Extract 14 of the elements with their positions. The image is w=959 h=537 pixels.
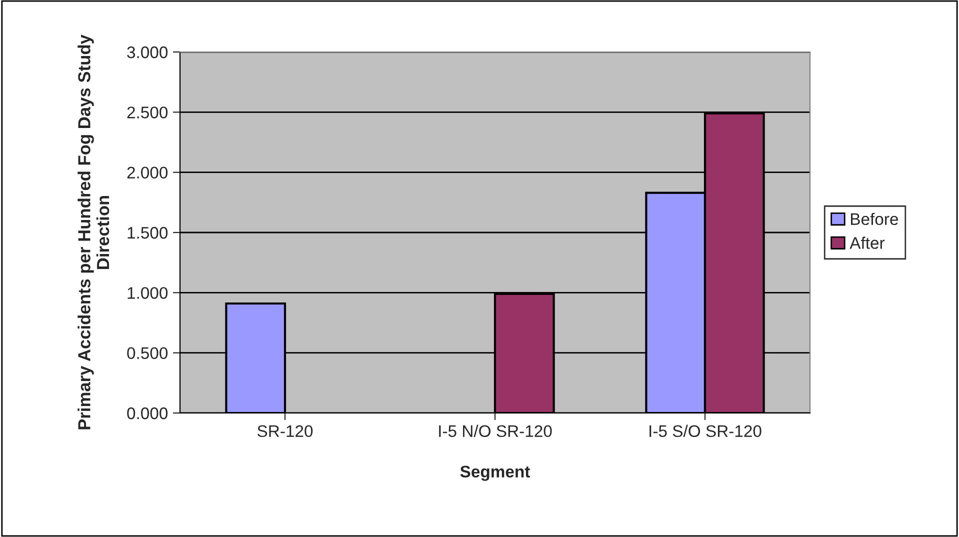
y-tick-label: 2.500 (127, 106, 168, 118)
y-tick-label: 1.000 (128, 287, 168, 299)
legend-label: Before (851, 212, 898, 226)
legend-label: After (850, 236, 885, 249)
x-tick-label: SR-120 (258, 425, 313, 438)
y-tick-label: 0.500 (127, 347, 168, 360)
x-tick-label: I-5 S/O SR-120 (650, 424, 762, 438)
y-tick-label: 2.000 (127, 166, 168, 179)
y-axis-title: Primary Accidents per Hundred Fog Days Study Direction (78, 34, 110, 430)
x-axis-title: Segment (460, 466, 530, 481)
y-tick-label: 3.000 (127, 46, 168, 58)
y-tick-label: 0.000 (127, 407, 168, 420)
y-tick-label: 1.500 (128, 226, 168, 239)
x-tick-label: I-5 N/O SR-120 (439, 424, 552, 438)
